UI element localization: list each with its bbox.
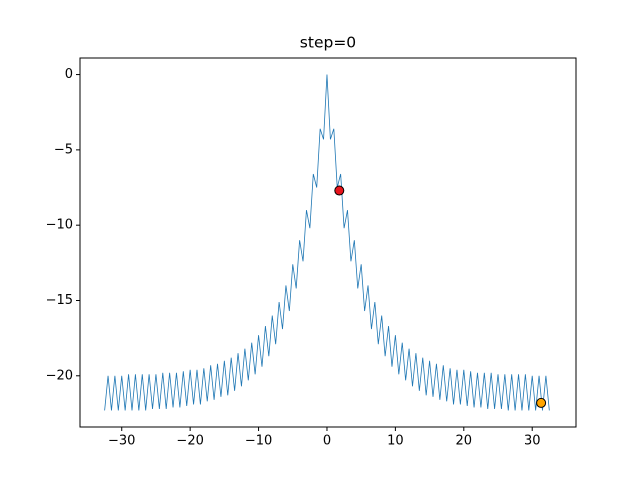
y-tick-label: −5 [54,142,73,157]
y-tick-label: 0 [65,67,73,82]
x-tick-label: 0 [323,434,331,449]
line [104,74,550,411]
x-tick-label: −20 [176,434,203,449]
y-tick-label: −10 [46,218,73,233]
point [334,185,345,196]
axes-frame [79,57,577,428]
x-tick-label: 20 [456,434,473,449]
x-tick-label: −30 [108,434,135,449]
x-tick-label: −10 [245,434,272,449]
chart-title: step=0 [300,34,356,52]
y-tick-label: −20 [46,368,73,383]
y-tick-label: −15 [46,293,73,308]
x-tick-label: 10 [387,434,404,449]
point [536,397,547,408]
x-tick-label: 30 [524,434,541,449]
